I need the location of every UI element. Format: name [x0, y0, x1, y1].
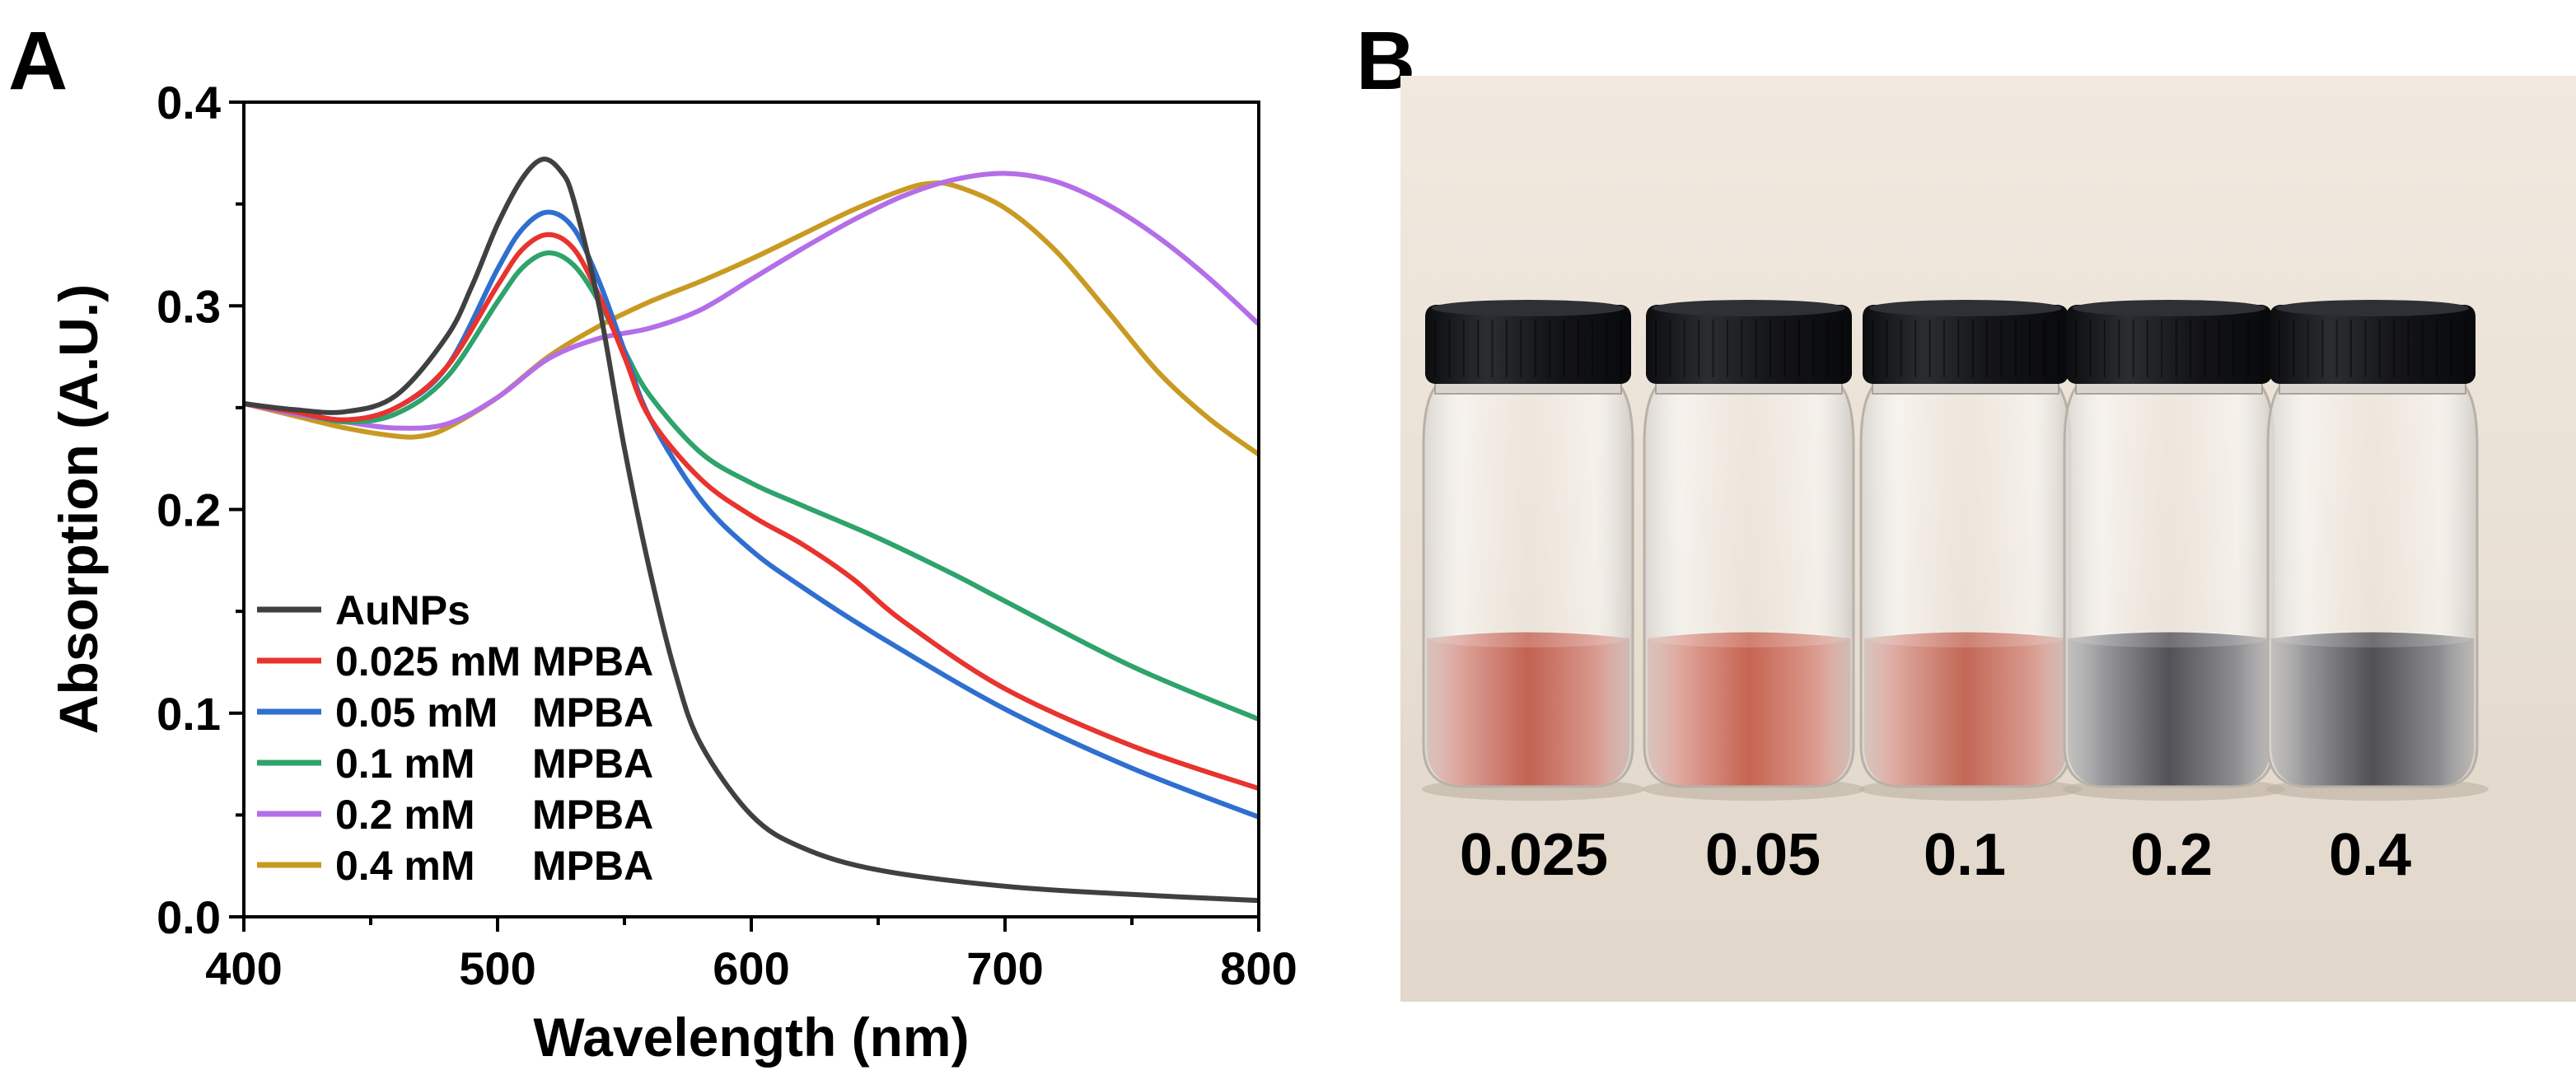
series-line-aunps	[243, 157, 1260, 904]
y-axis: 0.0 0.1 0.2 0.3 0.4	[157, 77, 244, 943]
panel-b-photo: B 0.025 0.05 0.1 0.2 0.4	[1356, 15, 2576, 1002]
vial-row: 0.025 0.05 0.1 0.2 0.4	[1422, 300, 2489, 888]
legend-label: 0.025 mM MPBA	[335, 638, 653, 685]
y-tick-label: 0.0	[157, 891, 221, 943]
y-axis-label: Absorption (A.U.)	[48, 284, 109, 734]
vial-label: 0.1	[1924, 822, 2006, 888]
vial-cap	[2270, 305, 2475, 384]
vial-5: 0.4	[2266, 300, 2489, 888]
vial-2: 0.05	[1643, 300, 1865, 888]
legend-label: 0.2 mM MPBA	[335, 792, 653, 838]
x-axis: 400 500 600 700 800	[205, 917, 1297, 994]
x-tick-label: 500	[459, 942, 535, 994]
vial-3: 0.1	[1859, 300, 2082, 888]
vial-cap-top	[2073, 300, 2265, 316]
y-tick-label: 0.1	[157, 688, 221, 740]
series-line-0-4-mm-mpba	[243, 180, 1260, 457]
vial-label: 0.025	[1460, 822, 1608, 888]
vial-glass	[2063, 386, 2275, 788]
y-tick-label: 0.2	[157, 484, 221, 536]
panel-a-letter: A	[8, 15, 68, 107]
y-tick-label: 0.4	[157, 77, 221, 129]
x-axis-label: Wavelength (nm)	[533, 1007, 969, 1068]
y-tick-label: 0.3	[157, 280, 221, 332]
plot-area	[243, 157, 1261, 904]
series-line-0-2-mm-mpba	[243, 171, 1261, 431]
vial-cap-top	[1869, 300, 2062, 316]
x-tick-label: 800	[1220, 942, 1297, 994]
vial-4: 0.2	[2063, 300, 2285, 888]
legend-label: AuNPs	[335, 587, 470, 633]
vial-glass	[1859, 386, 2072, 788]
vial-cap	[1646, 305, 1852, 384]
x-tick-label: 400	[205, 942, 282, 994]
table-surface	[1400, 787, 2576, 1002]
vial-glass	[1422, 386, 1634, 788]
legend-label: 0.05 mM MPBA	[335, 689, 653, 736]
vial-cap	[2066, 305, 2272, 384]
vial-cap	[1425, 305, 1631, 384]
x-tick-label: 600	[713, 942, 789, 994]
panel-a-chart: A 0.0 0.1 0.2 0.3 0.4 400 500 600 700 800 Wavele…	[8, 15, 1297, 1068]
vial-cap-top	[1653, 300, 1845, 316]
vial-label: 0.4	[2329, 822, 2411, 888]
vial-label: 0.05	[1705, 822, 1821, 888]
series-line-0-025-mm-mpba	[243, 231, 1260, 792]
vial-glass	[1643, 386, 1855, 788]
legend-label: 0.1 mM MPBA	[335, 741, 653, 787]
legend-label: 0.4 mM MPBA	[335, 843, 653, 889]
x-tick-label: 700	[966, 942, 1043, 994]
vial-cap-top	[1432, 300, 1625, 316]
vial-glass	[2266, 386, 2479, 788]
vial-cap	[1863, 305, 2069, 384]
vial-label: 0.2	[2130, 822, 2213, 888]
vial-cap-top	[2276, 300, 2469, 316]
vial-1: 0.025	[1422, 300, 1644, 888]
